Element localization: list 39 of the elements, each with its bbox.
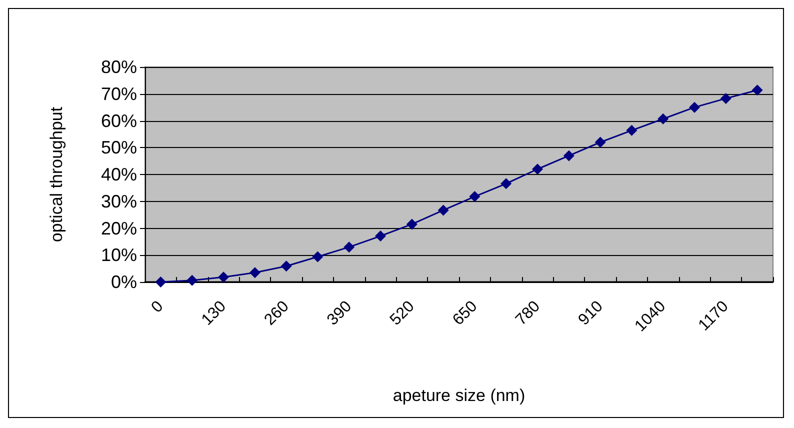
point bbox=[594, 136, 606, 148]
x-tick-label: 130 bbox=[198, 298, 230, 329]
point bbox=[720, 92, 732, 104]
point bbox=[280, 260, 292, 272]
point bbox=[155, 276, 166, 288]
point bbox=[344, 242, 355, 253]
x-tick-label: 910 bbox=[575, 298, 606, 329]
x-tick-label: 520 bbox=[387, 298, 418, 329]
x-tick-label: 780 bbox=[512, 298, 544, 329]
x-tick-label: 260 bbox=[261, 298, 292, 329]
point bbox=[626, 124, 638, 136]
point bbox=[375, 230, 386, 242]
point bbox=[438, 204, 449, 216]
point bbox=[249, 267, 260, 278]
point bbox=[563, 150, 574, 162]
point bbox=[469, 191, 480, 202]
y-tick-label: 0% bbox=[110, 272, 137, 292]
point bbox=[500, 178, 512, 190]
y-tick-label: 60% bbox=[100, 110, 137, 131]
point bbox=[752, 84, 763, 96]
y-tick-label: 40% bbox=[100, 164, 137, 184]
y-tick-label: 70% bbox=[100, 84, 137, 104]
x-tick-label: 0 bbox=[148, 298, 167, 316]
point bbox=[186, 274, 198, 286]
point bbox=[689, 102, 700, 113]
y-tick-label: 10% bbox=[100, 245, 137, 266]
point bbox=[658, 113, 669, 124]
y-tick-label: 30% bbox=[100, 191, 137, 212]
point bbox=[312, 251, 324, 262]
point bbox=[532, 164, 543, 175]
y-tick-label: 50% bbox=[100, 138, 137, 158]
point bbox=[218, 272, 229, 283]
x-tick-label: 650 bbox=[450, 298, 481, 329]
y-axis-title: optical throughput bbox=[47, 106, 66, 242]
x-axis-title: apeture size (nm) bbox=[392, 386, 526, 405]
x-tick-label: 390 bbox=[324, 298, 356, 329]
y-tick-label: 20% bbox=[100, 218, 137, 238]
y-tick-label: 80% bbox=[100, 57, 137, 77]
point bbox=[406, 218, 418, 230]
